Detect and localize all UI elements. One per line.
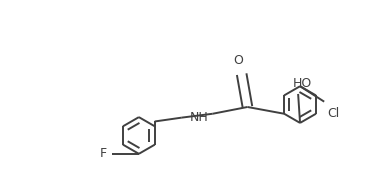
Text: Cl: Cl: [327, 107, 339, 120]
Text: HO: HO: [292, 77, 311, 90]
Text: O: O: [233, 54, 243, 67]
Text: F: F: [100, 147, 107, 160]
Text: NH: NH: [190, 111, 209, 124]
